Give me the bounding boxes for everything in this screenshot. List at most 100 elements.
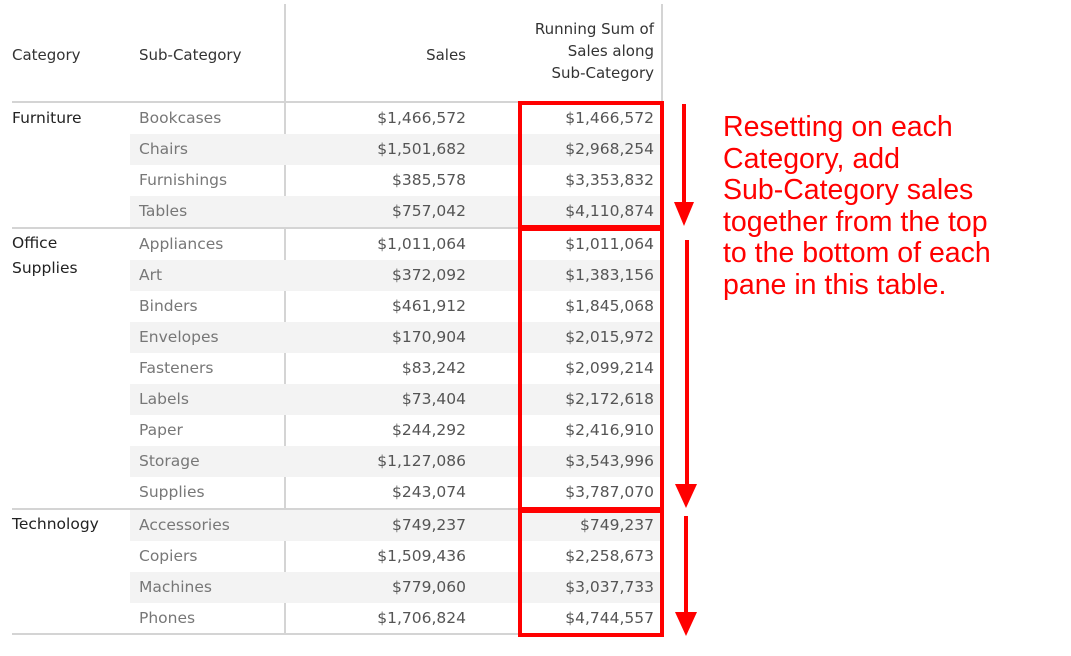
running-sum-cell: $1,011,064 bbox=[565, 235, 654, 253]
table-row: Copiers $1,509,436 $2,258,673 bbox=[130, 541, 662, 572]
table-row: Paper $244,292 $2,416,910 bbox=[130, 415, 662, 446]
sales-cell: $73,404 bbox=[401, 390, 466, 408]
table-row: Accessories $749,237 $749,237 bbox=[130, 510, 662, 541]
sub-category-cell: Phones bbox=[139, 609, 196, 627]
table-row: Supplies $243,074 $3,787,070 bbox=[130, 477, 662, 508]
category-label: Technology bbox=[12, 512, 130, 537]
sales-cell: $385,578 bbox=[392, 171, 466, 189]
sub-category-cell: Bookcases bbox=[139, 109, 222, 127]
running-sum-cell: $4,744,557 bbox=[565, 609, 654, 627]
sub-category-cell: Copiers bbox=[139, 547, 198, 565]
sales-cell: $779,060 bbox=[392, 578, 466, 596]
running-sum-cell: $4,110,874 bbox=[565, 202, 654, 220]
running-sum-cell: $2,968,254 bbox=[565, 140, 654, 158]
table-bottom-border bbox=[12, 633, 662, 635]
annotation-text: Resetting on each Category, add Sub-Cate… bbox=[723, 111, 1063, 301]
table-row: Binders $461,912 $1,845,068 bbox=[130, 291, 662, 322]
down-arrow-icon bbox=[674, 104, 694, 226]
header-category: Category bbox=[12, 46, 81, 64]
running-sum-cell: $1,466,572 bbox=[565, 109, 654, 127]
table-row: Art $372,092 $1,383,156 bbox=[130, 260, 662, 291]
running-sum-cell: $3,353,832 bbox=[565, 171, 654, 189]
running-sum-cell: $1,383,156 bbox=[565, 266, 654, 284]
sub-category-cell: Accessories bbox=[139, 516, 230, 534]
table-row: Tables $757,042 $4,110,874 bbox=[130, 196, 662, 227]
table-row: Storage $1,127,086 $3,543,996 bbox=[130, 446, 662, 477]
sales-cell: $1,706,824 bbox=[377, 609, 466, 627]
header-running-sum-line: Sub-Category bbox=[551, 64, 654, 82]
category-label-line: Technology bbox=[12, 515, 99, 533]
running-sum-cell: $3,543,996 bbox=[565, 452, 654, 470]
header-divider bbox=[12, 101, 662, 103]
table-row: Furnishings $385,578 $3,353,832 bbox=[130, 165, 662, 196]
annotation-line: Category, add bbox=[723, 142, 900, 175]
group-divider bbox=[12, 227, 662, 229]
running-sum-cell: $2,099,214 bbox=[565, 359, 654, 377]
sub-category-cell: Art bbox=[139, 266, 163, 284]
sub-category-cell: Binders bbox=[139, 297, 198, 315]
running-sum-cell: $2,416,910 bbox=[565, 421, 654, 439]
sales-cell: $757,042 bbox=[392, 202, 466, 220]
sales-cell: $749,237 bbox=[392, 516, 466, 534]
highlight-box-technology bbox=[518, 509, 664, 637]
sales-cell: $170,904 bbox=[392, 328, 466, 346]
header-running-sum-line: Sales along bbox=[567, 42, 654, 60]
annotation-line: to the bottom of each bbox=[723, 237, 991, 269]
running-sum-cell: $1,845,068 bbox=[565, 297, 654, 315]
sales-cell: $1,127,086 bbox=[377, 452, 466, 470]
running-sum-cell: $2,172,618 bbox=[565, 390, 654, 408]
running-sum-cell: $3,037,733 bbox=[565, 578, 654, 596]
group-divider bbox=[12, 508, 662, 510]
column-divider bbox=[284, 4, 286, 634]
category-label-line: Supplies bbox=[12, 259, 78, 277]
category-label-line: Office bbox=[12, 234, 58, 252]
table-row: Chairs $1,501,682 $2,968,254 bbox=[130, 134, 662, 165]
sub-category-cell: Tables bbox=[139, 202, 188, 220]
sub-category-cell: Appliances bbox=[139, 235, 224, 253]
sub-category-cell: Chairs bbox=[139, 140, 188, 158]
header-sales: Sales bbox=[426, 46, 466, 64]
running-sum-cell: $3,787,070 bbox=[565, 483, 654, 501]
table-row: Appliances $1,011,064 $1,011,064 bbox=[130, 229, 662, 260]
category-label: Office Supplies bbox=[12, 231, 130, 281]
table-row: Labels $73,404 $2,172,618 bbox=[130, 384, 662, 415]
sub-category-cell: Furnishings bbox=[139, 171, 228, 189]
header-right-edge bbox=[661, 4, 663, 102]
sales-cell: $1,011,064 bbox=[377, 235, 466, 253]
down-arrow-icon bbox=[675, 516, 697, 636]
sub-category-cell: Labels bbox=[139, 390, 189, 408]
sales-cell: $1,501,682 bbox=[377, 140, 466, 158]
table-row: Fasteners $83,242 $2,099,214 bbox=[130, 353, 662, 384]
sub-category-cell: Supplies bbox=[139, 483, 205, 501]
table-row: Envelopes $170,904 $2,015,972 bbox=[130, 322, 662, 353]
annotation-line: together from the top bbox=[723, 205, 988, 238]
annotation-line: pane in this table. bbox=[723, 268, 947, 301]
table-row: Machines $779,060 $3,037,733 bbox=[130, 572, 662, 603]
highlight-box-furniture bbox=[518, 101, 664, 229]
sub-category-cell: Fasteners bbox=[139, 359, 214, 377]
category-label: Furniture bbox=[12, 106, 130, 131]
category-label-line: Furniture bbox=[12, 109, 82, 127]
sub-category-cell: Machines bbox=[139, 578, 212, 596]
header-sub-category: Sub-Category bbox=[139, 46, 242, 64]
table-row: Bookcases $1,466,572 $1,466,572 bbox=[130, 103, 662, 134]
annotation-line: Resetting on each bbox=[723, 111, 953, 143]
highlight-box-office-supplies bbox=[518, 227, 664, 511]
down-arrow-icon bbox=[675, 240, 697, 508]
sales-cell: $1,509,436 bbox=[377, 547, 466, 565]
sales-cell: $461,912 bbox=[392, 297, 466, 315]
header-running-sum: Running Sum of Sales along Sub-Category bbox=[480, 18, 654, 84]
running-sum-cell: $2,258,673 bbox=[565, 547, 654, 565]
sales-cell: $1,466,572 bbox=[377, 109, 466, 127]
sub-category-cell: Storage bbox=[139, 452, 200, 470]
sales-cell: $243,074 bbox=[392, 483, 466, 501]
sub-category-cell: Envelopes bbox=[139, 328, 219, 346]
sub-category-cell: Paper bbox=[139, 421, 183, 439]
running-sum-cell: $2,015,972 bbox=[565, 328, 654, 346]
header-running-sum-line: Running Sum of bbox=[534, 20, 654, 38]
table-row: Phones $1,706,824 $4,744,557 bbox=[130, 603, 662, 634]
running-sum-cell: $749,237 bbox=[580, 516, 654, 534]
annotation-line: Sub-Category sales bbox=[723, 174, 974, 206]
sales-cell: $83,242 bbox=[401, 359, 466, 377]
sales-cell: $372,092 bbox=[392, 266, 466, 284]
